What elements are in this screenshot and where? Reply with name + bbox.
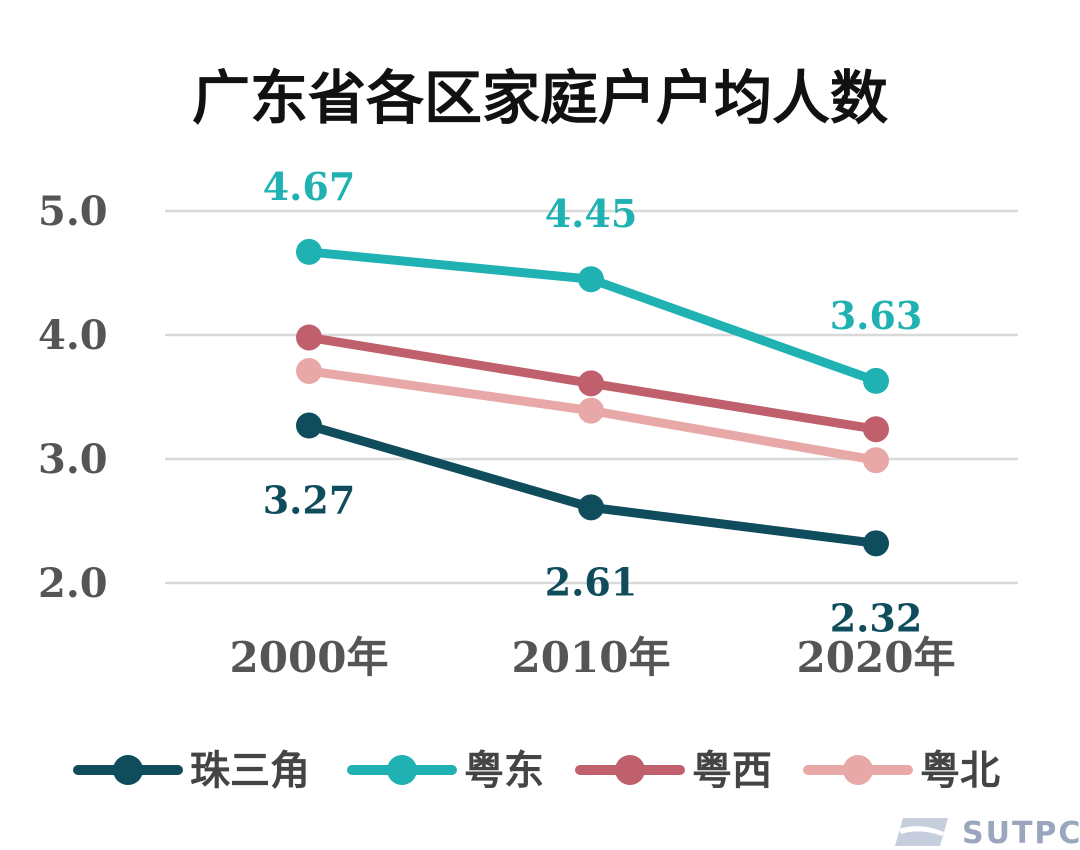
data-point [578,370,604,397]
data-point [863,367,889,394]
watermark-text: SUTPC [962,816,1080,850]
legend-label: 粤北 [920,748,1000,794]
x-tick-label: 2000年 [230,633,389,682]
data-label: 3.63 [830,293,923,338]
legend-label: 粤西 [692,748,772,794]
data-point [578,494,604,521]
legend: 珠三角 粤东 粤西 粤北 [73,748,1000,794]
x-tick-label: 2020年 [797,633,956,682]
data-point [578,266,604,293]
y-tick-label: 2.0 [38,560,108,607]
legend-swatch-marker [113,755,143,785]
series-珠三角: 3.27 2.61 2.32 [263,412,923,640]
data-point [863,447,889,474]
legend-label: 粤东 [464,748,544,794]
chart-title: 广东省各区家庭户户均人数 [192,64,888,132]
legend-item: 粤北 [803,748,1000,794]
watermark: SUTPC [895,816,1080,850]
legend-item: 粤东 [347,748,544,794]
data-point [296,238,322,265]
data-label: 3.27 [263,478,356,523]
series-粤北 [296,357,889,474]
sutpc-logo-icon [895,818,948,846]
data-label: 4.67 [263,164,356,209]
data-point [296,412,322,439]
x-axis-ticks: 2000年 2010年 2020年 [230,633,956,682]
series-layer: 3.27 2.61 2.32 4.67 4.45 3.63 [263,164,923,640]
legend-swatch-marker [387,755,417,785]
y-axis-ticks: 2.0 3.0 4.0 5.0 [38,188,108,607]
legend-swatch-marker [615,755,645,785]
y-tick-label: 5.0 [38,188,108,235]
data-point [578,397,604,424]
legend-label: 珠三角 [190,748,310,794]
data-point [863,416,889,443]
y-tick-label: 3.0 [38,436,108,483]
data-label: 2.32 [830,595,923,640]
data-point [863,530,889,557]
data-label: 4.45 [545,191,638,236]
data-point [296,357,322,384]
data-point [296,324,322,351]
y-tick-label: 4.0 [38,312,108,359]
data-label: 2.61 [545,559,638,604]
series-粤西 [296,324,889,443]
x-tick-label: 2010年 [512,633,671,682]
series-粤东: 4.67 4.45 3.63 [263,164,923,394]
legend-item: 珠三角 [73,748,310,794]
legend-item: 粤西 [575,748,772,794]
legend-swatch-marker [843,755,873,785]
